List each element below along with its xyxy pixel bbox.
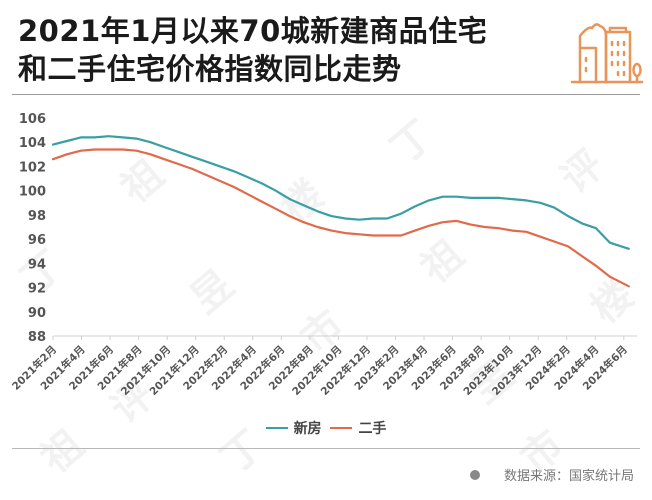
chart-legend: 新房 二手 bbox=[0, 417, 652, 438]
title-line-1: 2021年1月以来70城新建商品住宅 bbox=[18, 14, 488, 48]
legend-label-new-homes: 新房 bbox=[293, 421, 322, 437]
data-source: 数据来源：国家统计局 bbox=[469, 465, 634, 484]
line-chart: 1061041021009896949290882021年2月2021年4月20… bbox=[9, 112, 637, 398]
legend-item-new-homes: 新房 bbox=[265, 418, 322, 438]
legend-swatch-new-homes bbox=[265, 427, 288, 429]
header-divider bbox=[12, 94, 640, 95]
legend-item-second-hand: 二手 bbox=[330, 418, 386, 438]
x-tick-label: 2021年12月 bbox=[147, 343, 202, 398]
x-tick-label: 2022年12月 bbox=[318, 343, 373, 398]
series-line-new-homes bbox=[51, 135, 630, 250]
y-tick-label: 92 bbox=[28, 282, 46, 297]
data-source-text: 数据来源：国家统计局 bbox=[503, 469, 634, 484]
x-tick-label: 2023年12月 bbox=[489, 343, 544, 398]
series-line-second-hand bbox=[51, 148, 630, 288]
y-tick-label: 96 bbox=[28, 233, 46, 248]
footer-divider bbox=[12, 448, 640, 449]
x-tick-label: 2023年10月 bbox=[461, 343, 516, 398]
y-tick-label: 106 bbox=[19, 112, 46, 127]
x-tick-label: 2022年10月 bbox=[289, 343, 344, 398]
y-tick-label: 104 bbox=[19, 136, 46, 151]
x-tick-label: 2021年10月 bbox=[118, 343, 173, 398]
y-tick-label: 98 bbox=[28, 209, 46, 224]
bullet-dot-icon bbox=[469, 469, 480, 480]
y-tick-label: 100 bbox=[19, 185, 46, 200]
title-line-2: 和二手住宅价格指数同比走势 bbox=[18, 52, 402, 86]
legend-swatch-second-hand bbox=[330, 427, 353, 429]
buildings-icon bbox=[570, 23, 644, 84]
y-tick-label: 90 bbox=[28, 306, 46, 321]
chart-title: 2021年1月以来70城新建商品住宅 和二手住宅价格指数同比走势 bbox=[18, 12, 558, 88]
y-tick-label: 94 bbox=[28, 257, 46, 272]
y-tick-label: 88 bbox=[28, 330, 46, 345]
legend-label-second-hand: 二手 bbox=[358, 421, 387, 437]
y-tick-label: 102 bbox=[19, 160, 46, 175]
